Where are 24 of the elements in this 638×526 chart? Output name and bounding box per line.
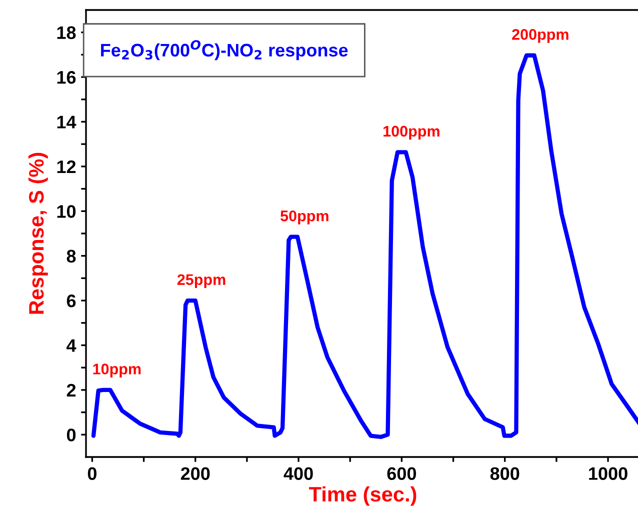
y-tick-label: 16 bbox=[57, 70, 76, 84]
x-tick-label: 200 bbox=[180, 467, 210, 480]
y-tick-label: 14 bbox=[57, 116, 76, 128]
x-tick-label: 0 bbox=[88, 467, 96, 480]
annotation: 25ppm bbox=[177, 274, 226, 288]
y-tick-label: 0 bbox=[66, 428, 76, 442]
y-tick-label: 12 bbox=[57, 160, 76, 173]
y-tick-label: 2 bbox=[66, 384, 76, 396]
x-tick-label: 800 bbox=[490, 467, 520, 480]
x-tick-label: 1000 bbox=[589, 467, 628, 480]
annotation: 100ppm bbox=[384, 126, 440, 140]
y-tick-label: 4 bbox=[66, 339, 76, 352]
x-tick-label: 400 bbox=[284, 467, 313, 480]
y-axis-title: Response, S (%) bbox=[28, 152, 48, 314]
y-tick-label: 10 bbox=[57, 205, 76, 218]
annotation: 50ppm bbox=[280, 210, 328, 224]
chart-title: Fe$_{2}$O$_{3}$(700$^{O}$C)-NO$_{2}$ response bbox=[101, 40, 348, 60]
y-tick-label: 8 bbox=[66, 250, 76, 263]
x-tick-label: 600 bbox=[387, 467, 416, 480]
y-tick-label: 6 bbox=[66, 294, 76, 308]
annotation: 200ppm bbox=[512, 29, 568, 43]
x-axis-title: Time (sec.) bbox=[309, 486, 416, 506]
y-tick-label: 18 bbox=[57, 26, 76, 40]
annotation: 10ppm bbox=[93, 364, 141, 378]
